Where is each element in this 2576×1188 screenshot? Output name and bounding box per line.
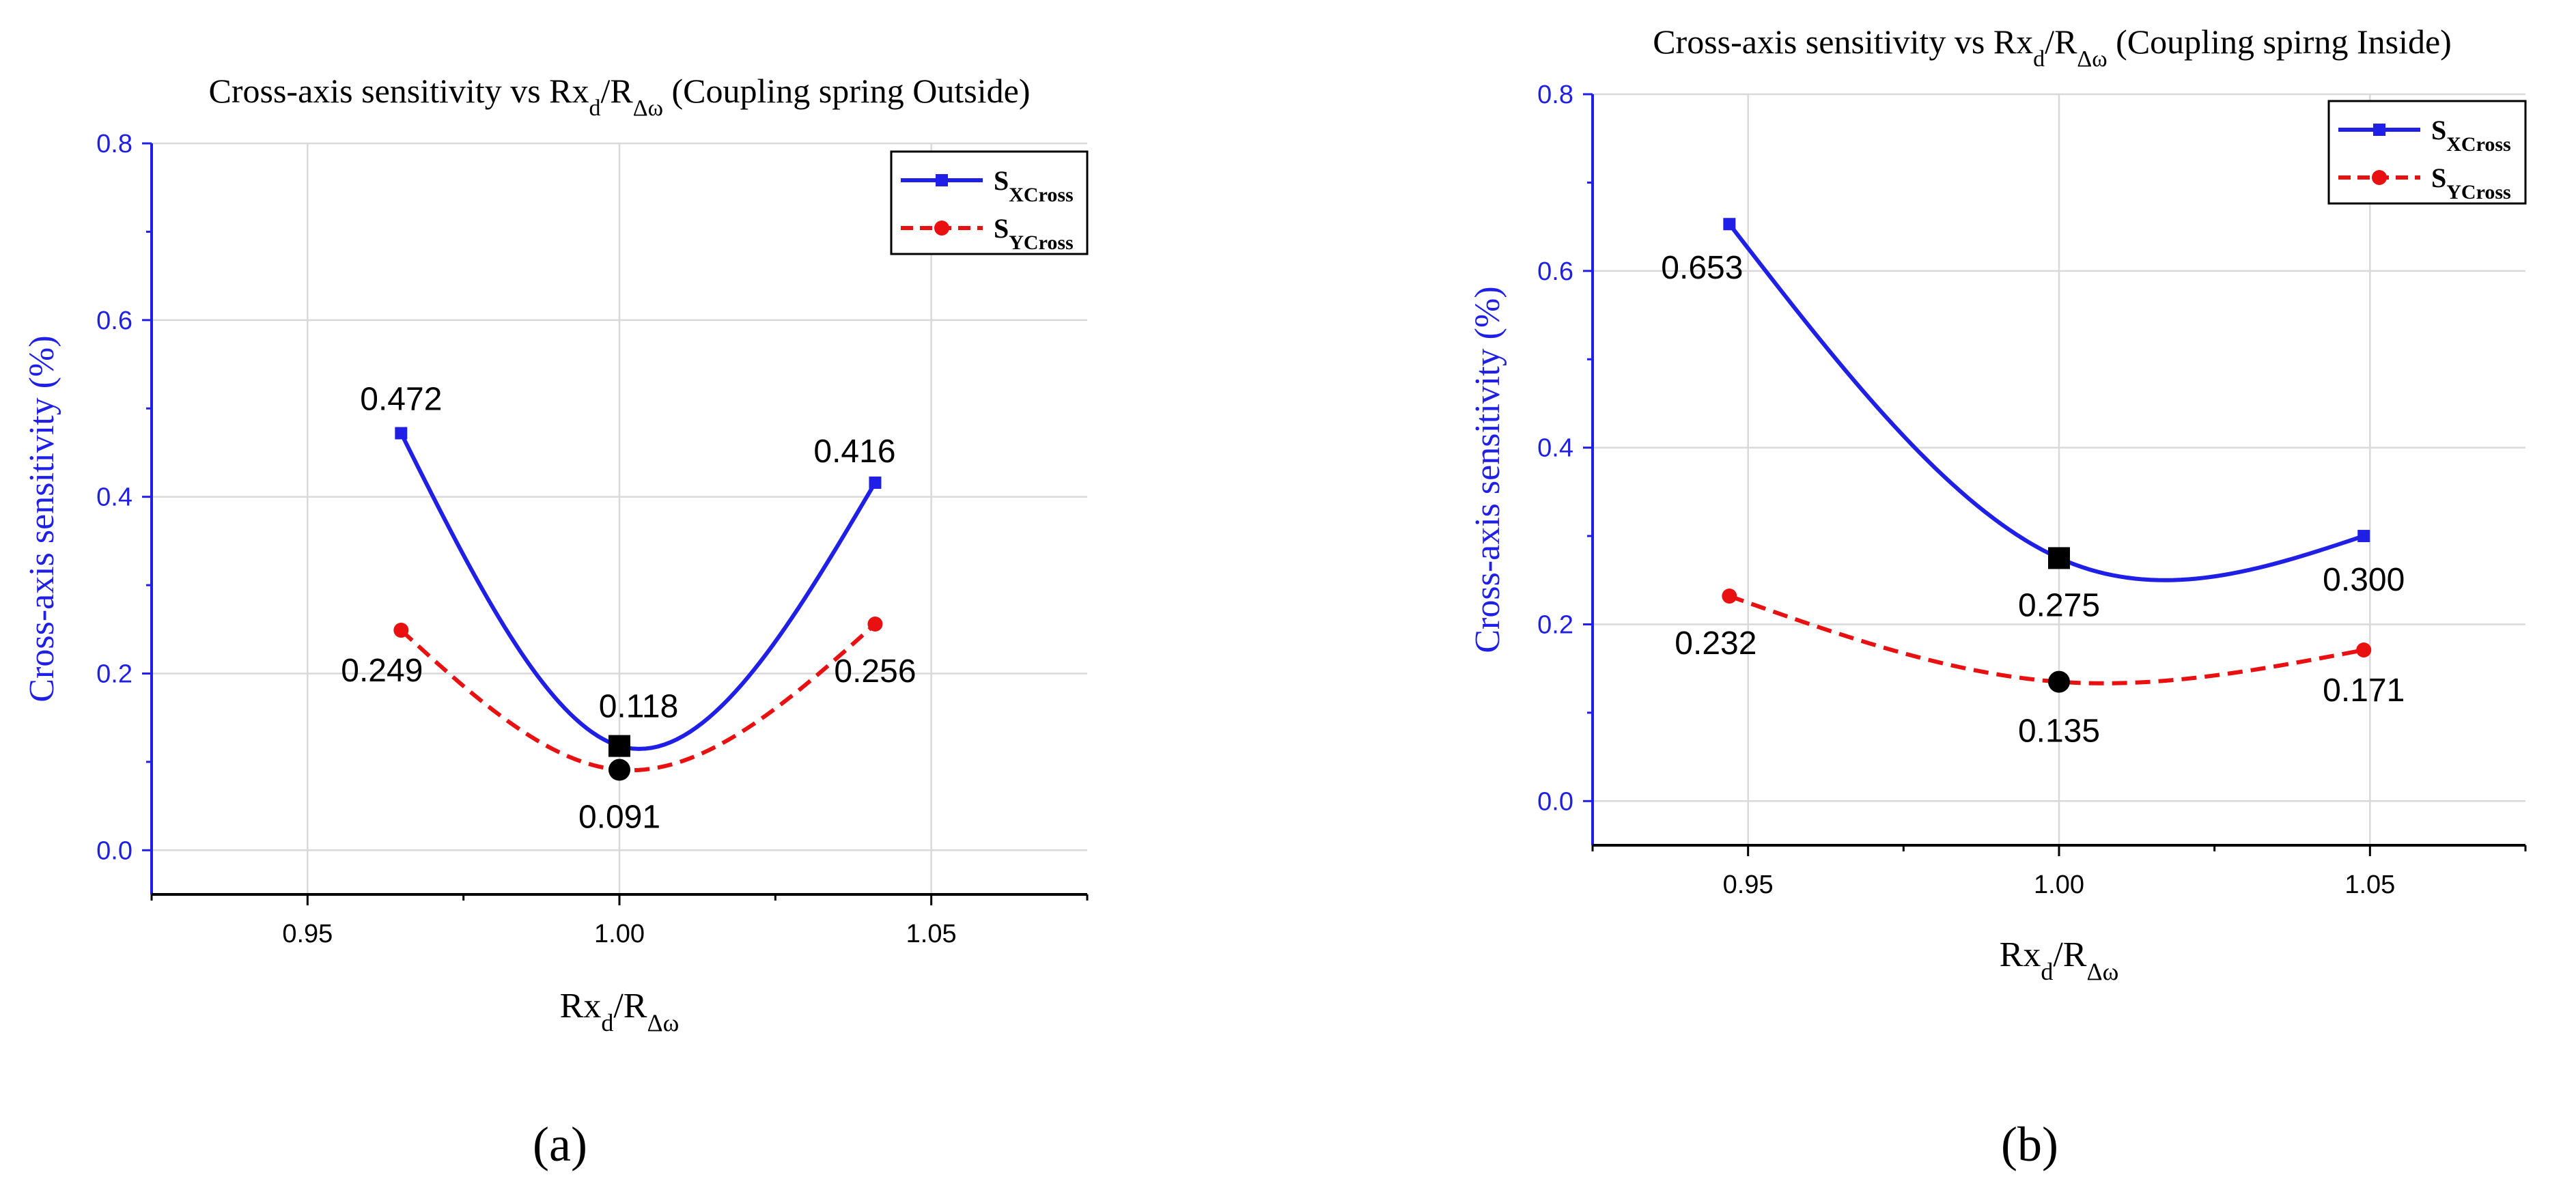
data-point-marker xyxy=(1723,218,1736,231)
data-label: 0.171 xyxy=(2323,673,2405,709)
series-ycross: 0.249 0.091 0.256 xyxy=(341,617,916,836)
data-point-marker xyxy=(867,617,883,632)
legend-marker xyxy=(2373,124,2385,136)
x-tick-label: 0.95 xyxy=(1723,871,1774,899)
legend: SXCross SYCross xyxy=(2327,100,2527,205)
legend-entry-label: SYCross xyxy=(994,213,1074,254)
legend-marker xyxy=(936,174,948,186)
y-tick-label: 0.6 xyxy=(96,307,132,335)
data-label: 0.256 xyxy=(834,653,916,690)
y-tick-label: 0.8 xyxy=(96,130,132,158)
data-label: 0.416 xyxy=(813,434,895,470)
data-label: 0.653 xyxy=(1661,250,1743,286)
data-label: 0.275 xyxy=(2018,587,2100,623)
y-tick-label: 0.0 xyxy=(96,836,132,865)
data-label: 0.118 xyxy=(599,689,679,725)
y-tick-label: 0.2 xyxy=(1537,610,1573,639)
legend-box xyxy=(2327,100,2527,205)
panel-label: (a) xyxy=(533,1117,587,1172)
y-tick-label: 0.2 xyxy=(96,660,132,688)
data-point-marker xyxy=(608,735,630,757)
data-point-marker xyxy=(395,427,408,440)
legend-marker xyxy=(934,221,949,236)
series-line xyxy=(1728,594,2364,685)
legend-entry-label: SYCross xyxy=(2431,162,2511,203)
y-tick-label: 0.8 xyxy=(1537,81,1573,109)
x-tick-label: 1.00 xyxy=(2034,871,2084,899)
chart-title: Cross-axis sensitivity vs Rxd/RΔω (Coupl… xyxy=(1653,23,2452,72)
legend-entry-label: SXCross xyxy=(994,165,1074,206)
chart-panel-b: 0.0 0.2 0.4 0.6 0.8 0.95 1.00 1.05 Cross-axis se… xyxy=(1468,23,2527,1172)
data-label: 0.249 xyxy=(341,653,423,689)
y-tick-label: 0.4 xyxy=(96,483,132,512)
data-point-marker xyxy=(1722,589,1737,604)
x-tick-label: 1.05 xyxy=(906,920,957,948)
data-point-marker xyxy=(393,623,409,638)
data-point-marker xyxy=(2357,530,2370,543)
legend-entry-label: SXCross xyxy=(2431,115,2511,156)
series-ycross: 0.232 0.135 0.171 xyxy=(1675,589,2405,750)
data-point-marker xyxy=(869,476,882,489)
x-tick-label: 0.95 xyxy=(282,920,333,948)
panel-label: (b) xyxy=(2001,1117,2058,1172)
data-label: 0.091 xyxy=(578,800,660,836)
data-label: 0.472 xyxy=(360,381,442,417)
data-point-marker xyxy=(2356,642,2372,657)
y-axis-label: Cross-axis sensitivity (%) xyxy=(23,335,61,702)
series-xcross: 0.653 0.275 0.300 xyxy=(1661,218,2405,623)
series-line xyxy=(1727,223,2365,582)
data-point-marker xyxy=(2048,670,2070,693)
data-label: 0.135 xyxy=(2018,713,2100,750)
y-axis-label: Cross-axis sensitivity (%) xyxy=(1468,286,1507,653)
y-tick-label: 0.4 xyxy=(1537,434,1573,463)
chart-panel-a: 0.0 0.2 0.4 0.6 0.8 0.95 1.00 1.05 Cross-axis se… xyxy=(23,72,1089,1172)
data-label: 0.300 xyxy=(2323,562,2405,598)
x-axis-label: Rxd/RΔω xyxy=(560,987,680,1036)
chart-title: Cross-axis sensitivity vs Rxd/RΔω (Coupl… xyxy=(209,72,1031,121)
x-axis-label: Rxd/RΔω xyxy=(2000,935,2119,985)
data-point-marker xyxy=(2048,547,2070,569)
x-tick-label: 1.00 xyxy=(594,920,645,948)
series-xcross: 0.472 0.118 0.416 xyxy=(360,381,896,757)
legend: SXCross SYCross xyxy=(890,150,1089,255)
legend-box xyxy=(890,150,1089,255)
y-tick-label: 0.0 xyxy=(1537,787,1573,816)
legend-marker xyxy=(2372,170,2387,185)
data-point-marker xyxy=(608,759,630,781)
data-label: 0.232 xyxy=(1675,625,1756,662)
y-tick-label: 0.6 xyxy=(1537,257,1573,286)
x-tick-label: 1.05 xyxy=(2344,871,2395,899)
